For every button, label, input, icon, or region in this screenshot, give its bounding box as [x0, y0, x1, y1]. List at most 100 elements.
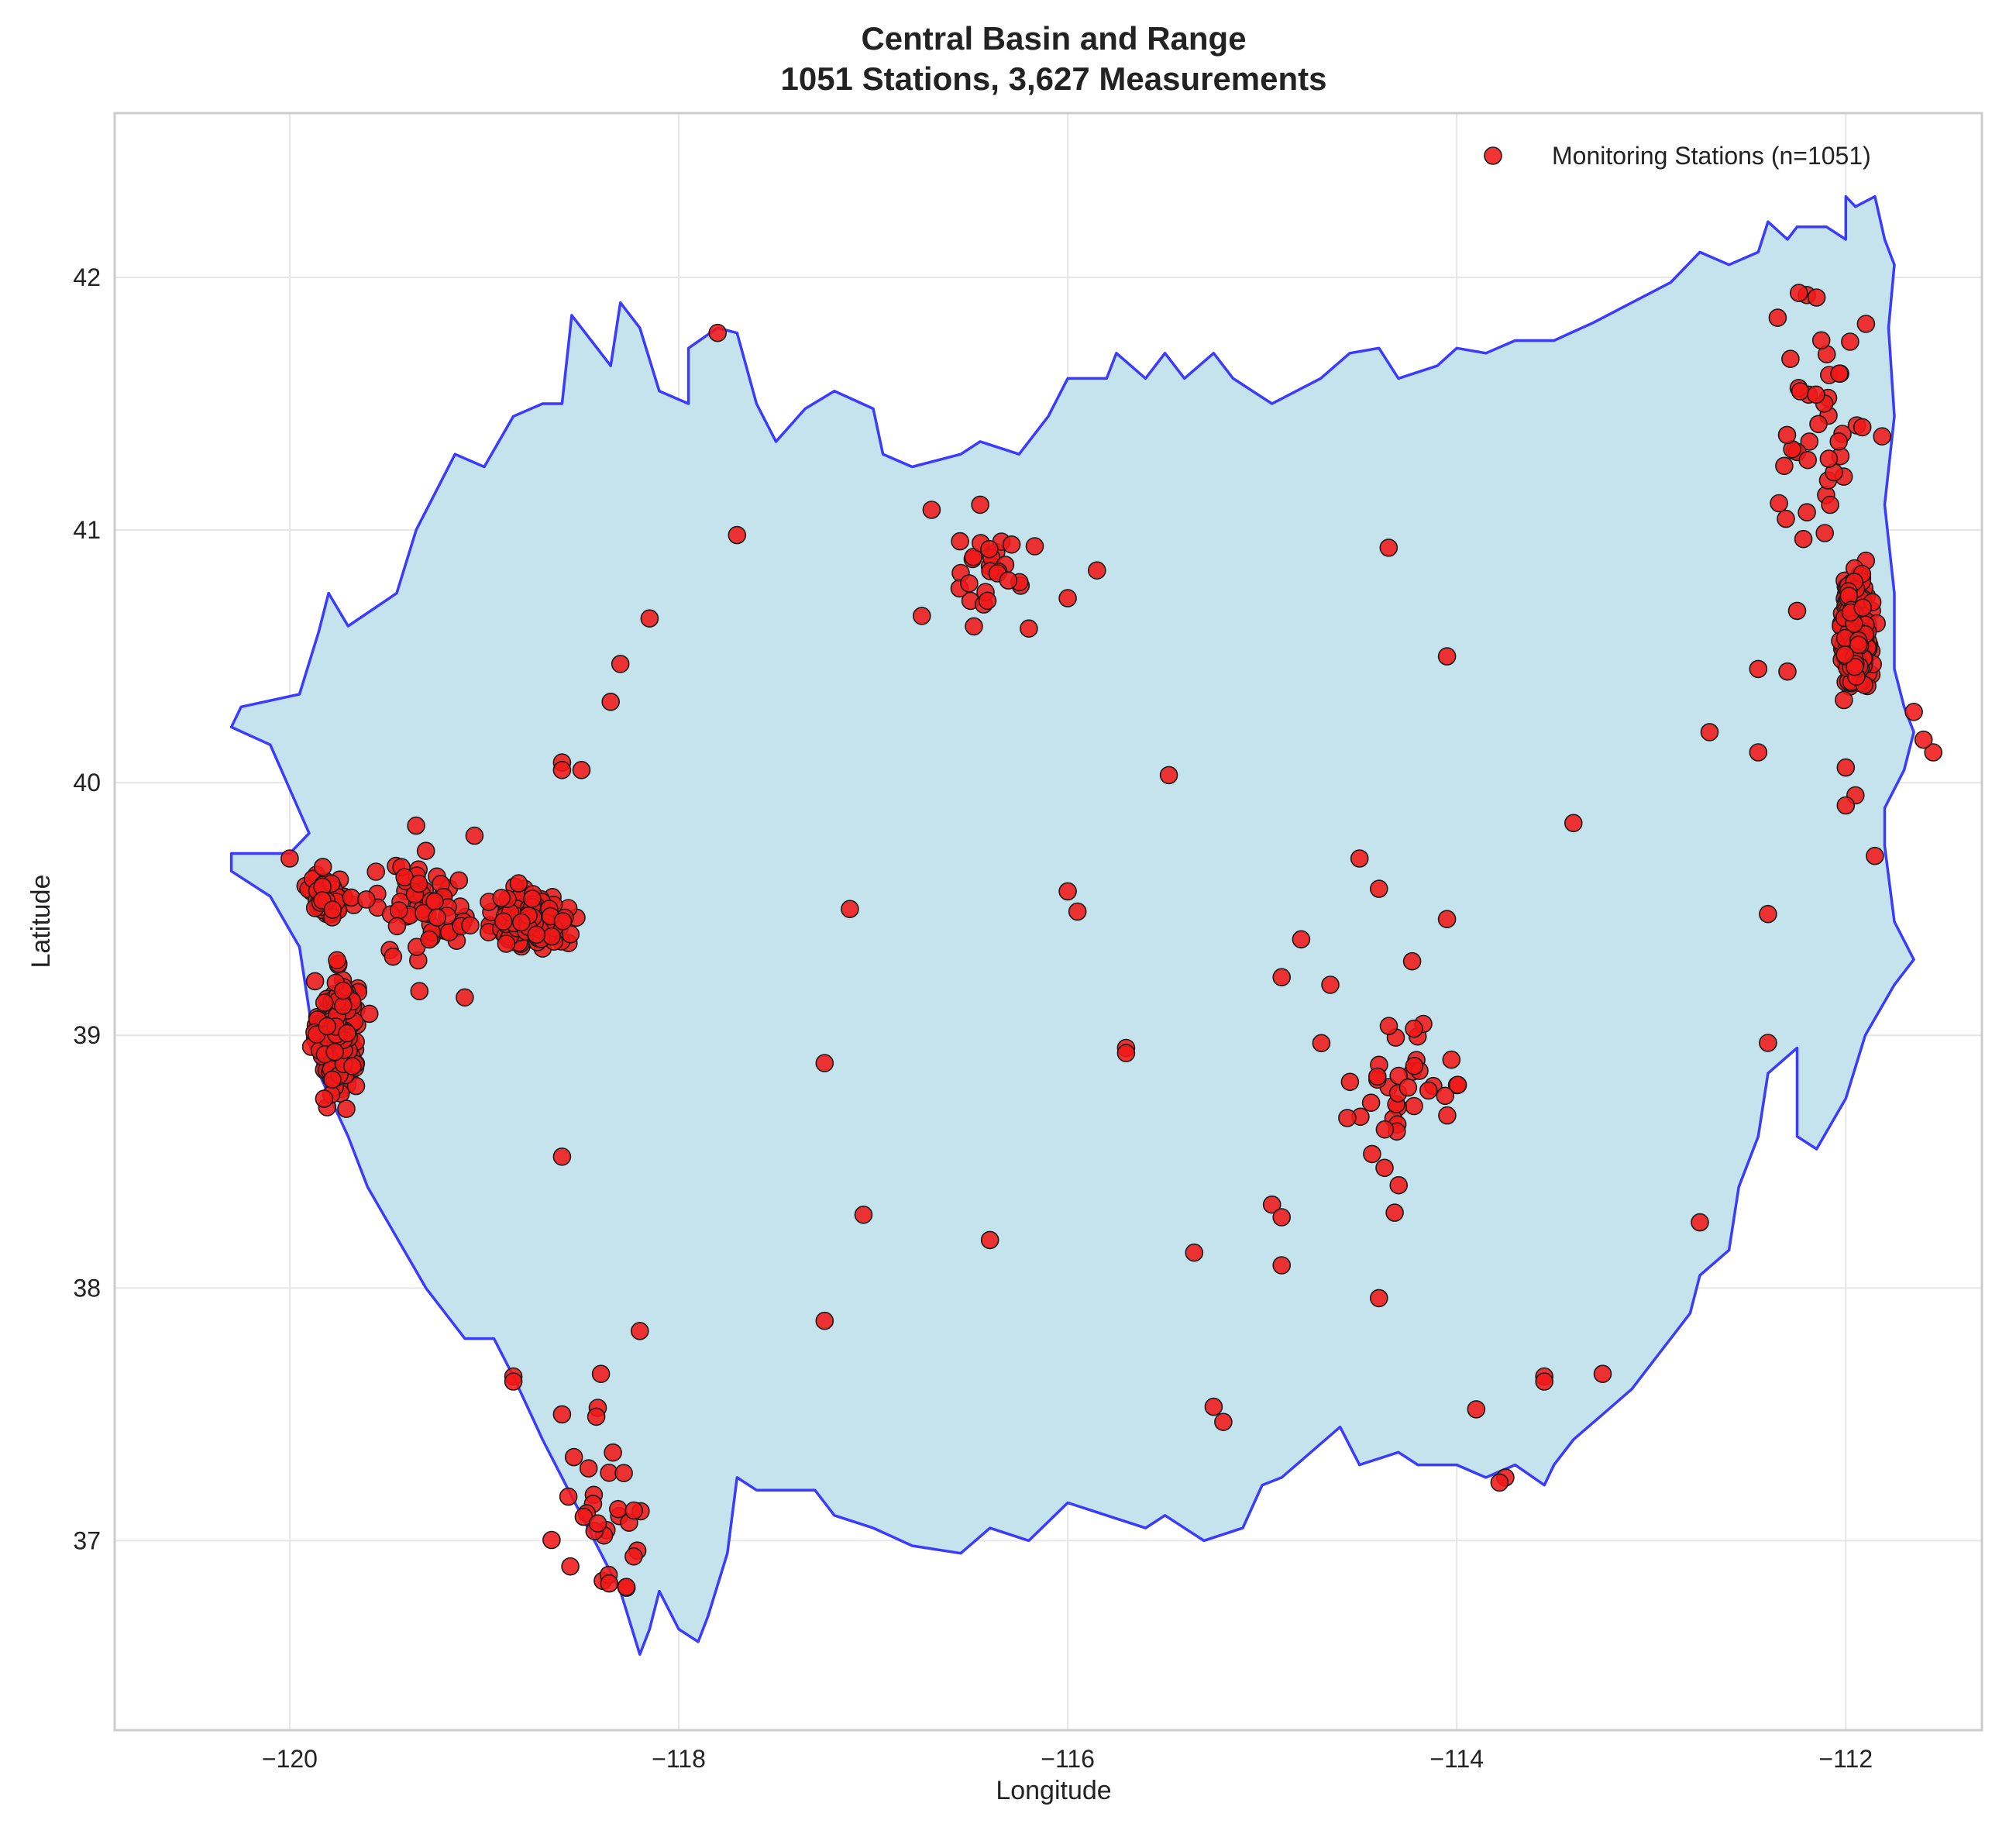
station-point — [338, 1024, 356, 1043]
station-point — [1856, 315, 1876, 333]
station-point — [523, 889, 542, 908]
station-point — [630, 1322, 649, 1340]
station-point — [552, 760, 572, 779]
station-point — [1777, 425, 1797, 445]
y-tick-label: 40 — [73, 769, 101, 797]
x-tick-label: −112 — [1818, 1745, 1873, 1773]
station-point — [1768, 308, 1787, 327]
station-point — [315, 993, 334, 1012]
station-point — [334, 996, 353, 1015]
station-point — [913, 607, 931, 625]
station-point — [601, 692, 621, 711]
station-point — [614, 1464, 633, 1482]
station-point — [978, 591, 997, 611]
station-point — [428, 908, 446, 927]
plot-frame — [113, 112, 1983, 1732]
station-point — [542, 1530, 561, 1550]
station-point — [305, 972, 325, 991]
station-point — [1846, 657, 1864, 676]
station-point — [640, 609, 659, 628]
y-axis-label: Latitude — [26, 875, 56, 969]
station-point — [617, 1578, 636, 1596]
station-point — [323, 1070, 342, 1089]
station-point — [591, 1364, 611, 1383]
station-point — [1272, 1208, 1291, 1227]
station-point — [1770, 494, 1788, 513]
station-point — [337, 1099, 356, 1118]
station-point — [1849, 635, 1868, 655]
station-point — [409, 874, 428, 893]
station-point — [1593, 1364, 1612, 1383]
station-point — [1830, 364, 1849, 384]
y-axis-ticks: 37 38 39 40 41 42 — [73, 263, 101, 1554]
station-point — [1448, 1075, 1467, 1094]
x-tick-label: −114 — [1429, 1745, 1484, 1773]
station-point — [1020, 619, 1038, 638]
station-point — [280, 849, 299, 868]
station-point — [318, 1017, 337, 1036]
station-point — [1811, 331, 1831, 350]
station-point — [1405, 1019, 1423, 1038]
region-layer — [229, 194, 1915, 1656]
station-point — [1853, 418, 1872, 437]
station-point — [494, 912, 513, 931]
station-point — [1437, 910, 1457, 928]
chart-title-line-2: 1051 Stations, 3,627 Measurements — [780, 60, 1326, 97]
station-point — [1419, 1081, 1438, 1100]
station-point — [1438, 1106, 1457, 1125]
y-tick-label: 38 — [73, 1274, 101, 1302]
station-point — [1821, 495, 1839, 514]
chart-title-line-1: Central Basin and Range — [861, 20, 1246, 57]
x-tick-label: −118 — [652, 1745, 706, 1773]
station-point — [1914, 730, 1933, 749]
station-point — [559, 1487, 578, 1506]
station-point — [1088, 561, 1106, 580]
station-point — [1759, 1034, 1777, 1052]
station-point — [1777, 509, 1795, 528]
y-tick-label: 37 — [73, 1526, 101, 1554]
station-point — [815, 1311, 834, 1330]
station-point — [552, 1148, 572, 1166]
station-point — [313, 858, 332, 876]
station-point — [1873, 427, 1891, 446]
station-point — [552, 1405, 572, 1424]
station-point — [497, 934, 516, 953]
station-point — [366, 862, 386, 881]
station-point — [1749, 659, 1768, 679]
station-point — [1781, 349, 1800, 369]
station-point — [1798, 503, 1816, 522]
station-point — [1836, 758, 1856, 777]
station-point — [1815, 524, 1834, 542]
station-point — [315, 1089, 334, 1108]
station-point — [1389, 1175, 1408, 1195]
station-point — [407, 816, 425, 835]
station-point — [1807, 385, 1825, 404]
station-point — [815, 1054, 834, 1072]
station-point — [1385, 1203, 1404, 1222]
station-point — [1835, 645, 1854, 664]
station-point — [611, 655, 630, 673]
station-point — [356, 890, 376, 909]
station-point — [449, 871, 469, 890]
station-point — [561, 1557, 580, 1576]
station-point — [1405, 1056, 1424, 1075]
station-point — [420, 930, 439, 949]
station-point — [384, 947, 403, 966]
station-point — [1853, 598, 1872, 618]
station-point — [1787, 601, 1807, 621]
legend: Monitoring Stations (n=1051) — [1484, 142, 1871, 170]
station-point — [1437, 647, 1457, 666]
station-point — [1794, 529, 1813, 549]
station-point — [1340, 1072, 1360, 1092]
station-point — [1370, 879, 1388, 898]
station-point — [1116, 1044, 1136, 1062]
station-point — [1809, 415, 1828, 434]
station-point — [1490, 1473, 1509, 1492]
station-point — [999, 571, 1018, 590]
station-point — [1272, 1256, 1291, 1275]
station-point — [527, 925, 546, 945]
station-point — [579, 1459, 598, 1478]
central-basin-range-region — [229, 194, 1915, 1656]
station-point — [511, 913, 531, 932]
station-point — [504, 1372, 523, 1391]
